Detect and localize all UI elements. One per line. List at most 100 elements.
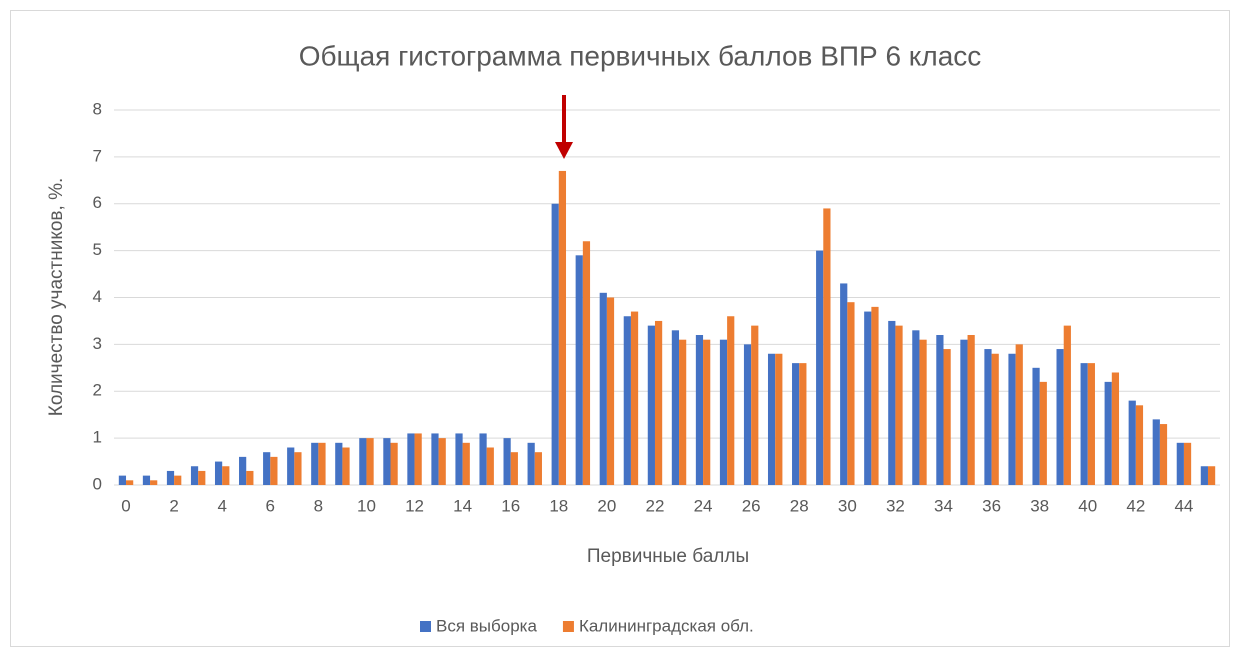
y-tick-label: 4 <box>93 287 102 306</box>
bar <box>967 335 975 485</box>
bar <box>431 433 439 485</box>
bar <box>174 475 182 485</box>
x-tick-label: 0 <box>121 496 130 515</box>
bar <box>1032 367 1040 485</box>
bar <box>799 363 807 485</box>
x-tick-label: 10 <box>357 496 376 515</box>
bar <box>383 438 391 485</box>
bar <box>287 447 295 485</box>
bar <box>888 320 896 485</box>
x-tick-label: 44 <box>1174 496 1193 515</box>
x-tick-label: 28 <box>790 496 809 515</box>
annotation-arrow <box>555 95 573 159</box>
y-tick-label: 2 <box>93 381 102 400</box>
legend-swatch <box>562 621 574 632</box>
bar <box>142 475 151 485</box>
bar <box>1183 442 1192 485</box>
bar <box>551 203 559 485</box>
legend-label: Вся выборка <box>436 616 537 635</box>
bar <box>984 349 992 485</box>
bar <box>407 433 415 485</box>
legend: Вся выборка Калининградская обл. <box>420 616 754 635</box>
legend-label: Калининградская обл. <box>579 616 754 635</box>
bar <box>1159 424 1168 485</box>
bar <box>1176 442 1184 485</box>
bar <box>390 442 398 485</box>
x-tick-label: 32 <box>886 496 905 515</box>
bar <box>239 456 247 485</box>
y-tick-label: 1 <box>93 428 102 447</box>
x-tick-label: 22 <box>646 496 665 515</box>
legend-swatch <box>420 621 431 632</box>
bar <box>727 316 735 485</box>
bar <box>190 466 199 485</box>
x-tick-label: 24 <box>694 496 713 515</box>
bar <box>166 470 175 485</box>
x-tick-label: 42 <box>1126 496 1145 515</box>
bar <box>527 442 535 485</box>
bar <box>534 452 542 485</box>
bar <box>623 316 631 485</box>
bar <box>263 452 271 485</box>
x-tick-label: 26 <box>742 496 761 515</box>
bar <box>1135 405 1144 485</box>
bar <box>864 311 872 485</box>
bar <box>630 311 639 485</box>
bar <box>1104 381 1112 485</box>
bar <box>823 208 831 485</box>
bar <box>558 170 567 485</box>
x-tick-label: 38 <box>1030 496 1049 515</box>
bar <box>198 470 206 485</box>
bar <box>1087 363 1095 485</box>
bar <box>1080 363 1088 485</box>
bar <box>486 447 494 485</box>
bar <box>840 283 848 485</box>
x-tick-label: 6 <box>266 496 275 515</box>
y-tick-label: 0 <box>93 474 102 493</box>
bar <box>1200 466 1208 485</box>
bar <box>222 466 230 485</box>
bar <box>719 339 728 485</box>
x-tick-label: 2 <box>169 496 178 515</box>
bar <box>414 433 422 485</box>
bar <box>462 442 470 485</box>
y-tick-label: 3 <box>93 334 102 353</box>
bar <box>943 349 951 485</box>
bar <box>936 335 944 485</box>
y-tick-label: 7 <box>93 146 102 165</box>
bar <box>695 335 704 485</box>
bar <box>575 255 583 485</box>
bar <box>1056 349 1064 485</box>
bar <box>816 250 824 485</box>
bar <box>775 353 783 485</box>
bar <box>792 363 800 485</box>
bar <box>1039 381 1047 485</box>
bar <box>1152 419 1160 485</box>
bar <box>455 433 463 485</box>
x-tick-label: 8 <box>314 496 323 515</box>
bar <box>1015 344 1023 485</box>
bar <box>751 325 759 485</box>
y-tick-label: 8 <box>93 99 102 118</box>
x-tick-label: 14 <box>453 496 472 515</box>
bar <box>1063 325 1071 485</box>
bar <box>342 447 350 485</box>
x-tick-label: 30 <box>838 496 857 515</box>
bar <box>703 339 711 485</box>
bar <box>895 325 903 485</box>
bar <box>318 442 326 485</box>
bar <box>359 438 367 485</box>
x-tick-label: 18 <box>549 496 568 515</box>
bar <box>847 302 855 485</box>
bar <box>311 442 319 485</box>
bar <box>118 475 127 485</box>
bar <box>606 297 615 485</box>
bar <box>919 339 927 485</box>
bar <box>1207 466 1216 485</box>
y-tick-label: 5 <box>93 240 102 259</box>
bar <box>335 442 343 485</box>
bar <box>960 339 968 485</box>
bar <box>126 480 134 485</box>
